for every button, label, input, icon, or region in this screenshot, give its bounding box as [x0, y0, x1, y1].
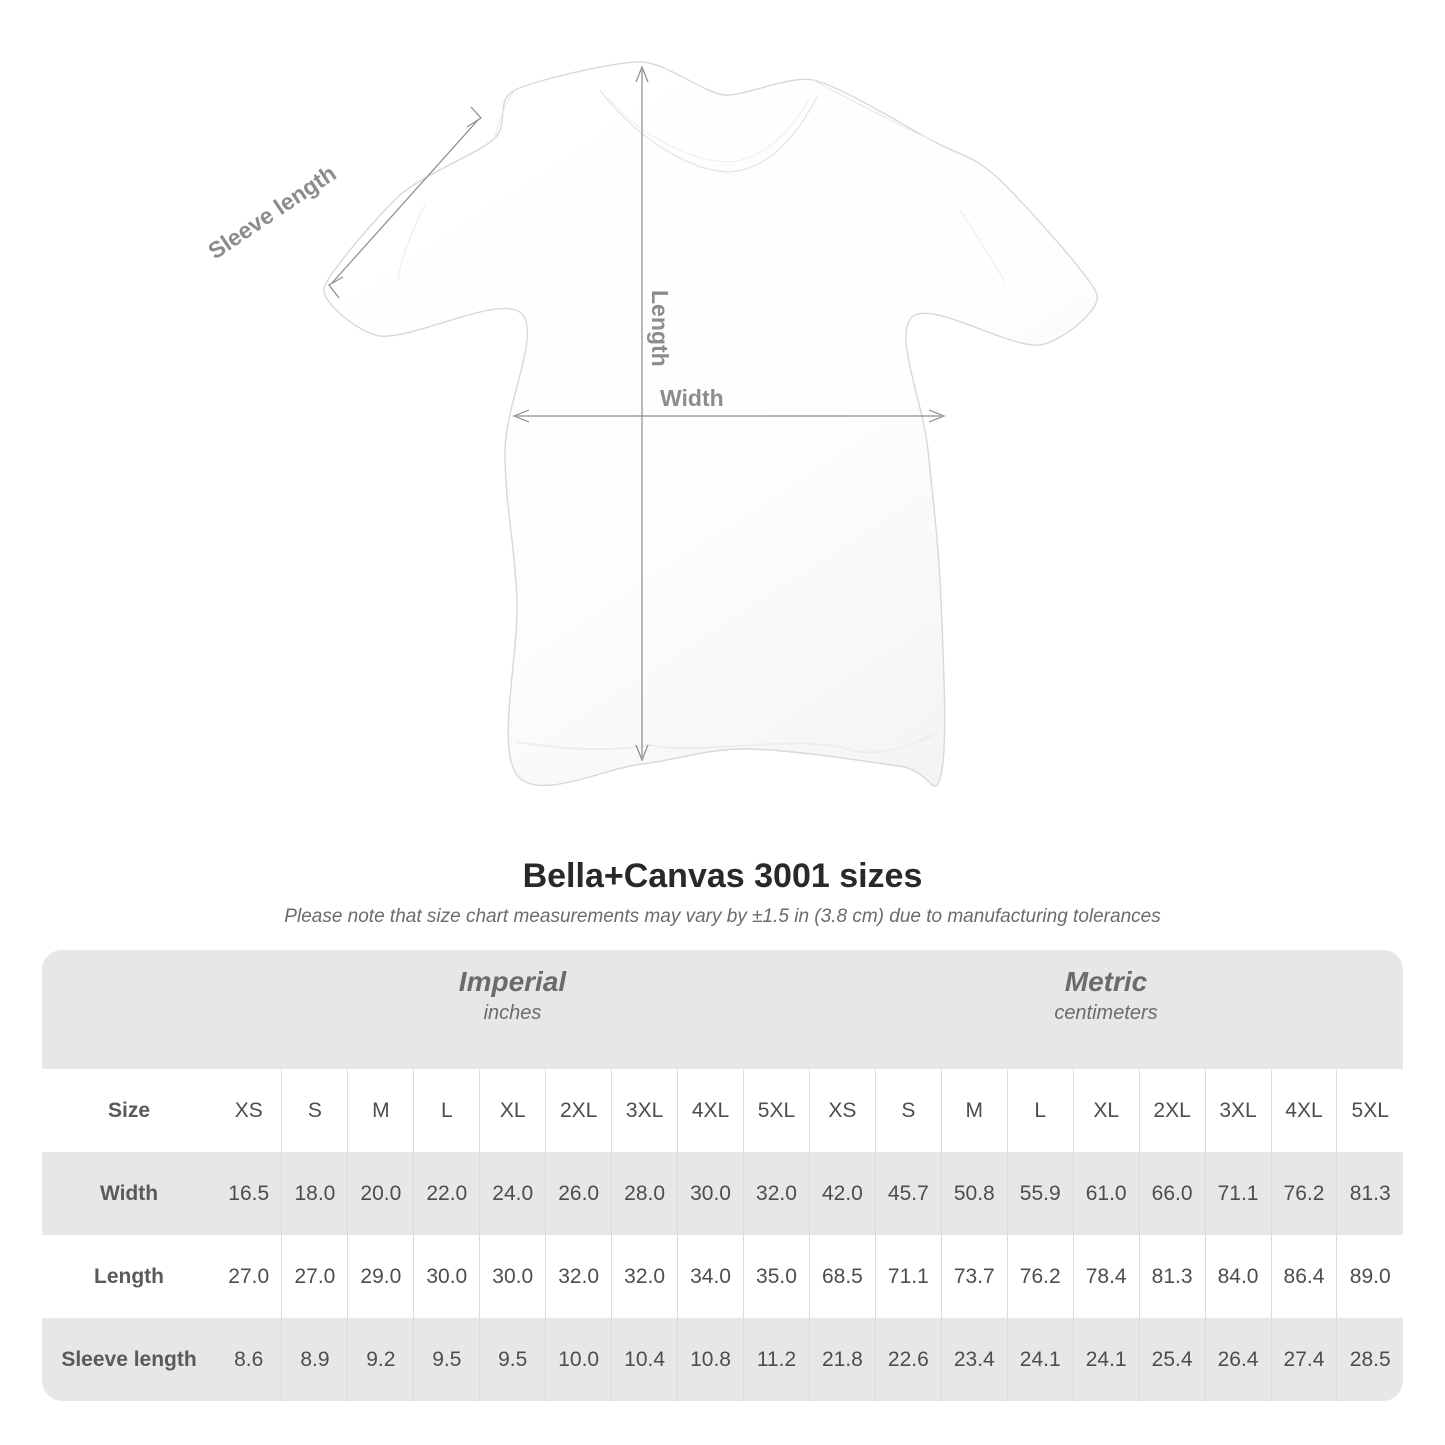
svg-text:Length: Length	[647, 290, 673, 367]
svg-text:Width: Width	[660, 385, 724, 411]
svg-text:Sleeve length: Sleeve length	[203, 160, 340, 264]
